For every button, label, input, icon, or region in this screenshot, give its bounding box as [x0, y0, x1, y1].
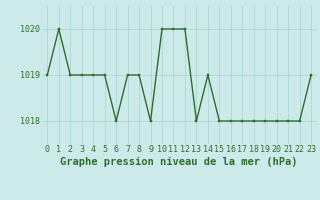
X-axis label: Graphe pression niveau de la mer (hPa): Graphe pression niveau de la mer (hPa) — [60, 157, 298, 167]
